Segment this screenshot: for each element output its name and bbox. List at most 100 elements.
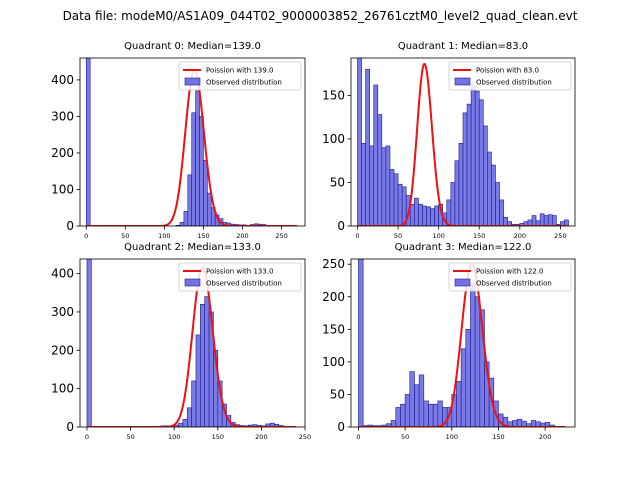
histogram-bar: [462, 112, 468, 226]
histogram-bar: [381, 147, 387, 226]
histogram-bar: [409, 371, 415, 427]
quadrant-1-plot-area: [357, 58, 569, 226]
y-tick-label: 200: [51, 343, 74, 357]
legend-bar-swatch: [184, 278, 201, 287]
quadrant-2-legend: Poission with 133.0 Observed distribution: [178, 262, 302, 292]
histogram-bar: [503, 216, 508, 226]
y-tick-label: 150: [322, 88, 345, 102]
histogram-bar: [422, 205, 427, 226]
quadrant-3-panel: Quadrant 3: Median=122.0 0 50 100 150 200 0 50 1…: [322, 242, 576, 441]
y-tick-label: 0: [66, 219, 74, 233]
x-tick-label: 150: [197, 232, 209, 240]
histogram-bar: [183, 211, 189, 226]
x-tick-label: 150: [492, 433, 504, 441]
histogram-bar: [454, 160, 460, 226]
legend-bar-swatch: [184, 77, 201, 86]
x-tick-label: 200: [539, 433, 551, 441]
y-tick-label: 100: [322, 355, 345, 369]
histogram-bar: [516, 418, 523, 427]
histogram-bar: [495, 182, 500, 226]
quadrant-0-panel: Quadrant 0: Median=139.0 0 50 100 150 200 250 0…: [51, 41, 306, 240]
y-tick-label: 50: [330, 387, 345, 401]
legend-bar-swatch: [454, 77, 471, 86]
legend-box: [448, 61, 572, 91]
x-tick-label: 50: [394, 232, 402, 240]
histogram-bar: [200, 303, 206, 427]
legend-box: [178, 61, 302, 91]
legend-observed-label: Observed distribution: [476, 79, 552, 87]
legend-poisson-label: Poission with 133.0: [206, 268, 274, 276]
y-tick-label: 0: [337, 219, 345, 233]
histogram-bar: [199, 116, 204, 226]
histogram-bar: [389, 169, 395, 226]
legend-observed-label: Observed distribution: [476, 280, 552, 288]
y-tick-label: 400: [51, 73, 74, 87]
y-tick-label: 0: [66, 420, 74, 434]
x-tick-label: 50: [121, 232, 129, 240]
legend-poisson-label: Poission with 83.0: [476, 67, 539, 75]
histogram-bar: [499, 199, 504, 226]
histogram-bar: [414, 197, 419, 226]
histogram-bar: [437, 400, 443, 427]
histogram-bar: [404, 394, 411, 427]
histogram-bar: [414, 384, 420, 427]
histogram-bar: [491, 164, 496, 226]
x-tick-label: 0: [355, 232, 359, 240]
y-tick-label: 400: [51, 267, 74, 281]
legend-bar-swatch: [454, 278, 471, 287]
y-tick-label: 300: [51, 109, 74, 123]
quadrant-2-title: Quadrant 2: Median=133.0: [124, 242, 261, 253]
histogram-bar: [191, 380, 197, 427]
histogram-bar: [432, 403, 439, 427]
histogram-bar: [393, 173, 399, 226]
histogram-bar: [195, 90, 200, 226]
histogram-bar: [358, 259, 364, 427]
histogram-bar: [474, 296, 481, 427]
x-tick-label: 200: [514, 232, 526, 240]
legend-observed-label: Observed distribution: [206, 79, 282, 87]
histogram-bar: [544, 422, 551, 427]
histogram-bar: [361, 143, 366, 226]
histogram-bar: [385, 145, 391, 226]
histogram-bar: [531, 215, 537, 226]
histogram-bar: [456, 381, 462, 427]
x-tick-label: 250: [275, 232, 287, 240]
legend-box: [178, 262, 302, 292]
histogram-bar: [551, 215, 557, 226]
histogram-bar: [204, 296, 210, 427]
quadrant-3-legend: Poission with 122.0 Observed distribution: [448, 262, 572, 292]
y-tick-label: 300: [51, 305, 74, 319]
histogram-bar: [547, 214, 553, 226]
legend-observed-label: Observed distribution: [206, 280, 282, 288]
histogram-bar: [460, 348, 467, 427]
quadrant-2-panel: Quadrant 2: Median=133.0 0 50 100 150 200 250 0…: [51, 242, 311, 441]
histogram-bar: [543, 215, 549, 226]
histogram-bar: [507, 221, 512, 226]
histogram-bar: [470, 84, 476, 226]
histogram-bar: [377, 114, 383, 226]
histogram-bar: [423, 400, 429, 427]
histogram-bar: [450, 182, 456, 226]
histogram-bar: [470, 283, 476, 427]
x-tick-label: 200: [255, 433, 267, 441]
quadrant-0-axes-frame: [79, 57, 306, 227]
x-tick-label: 0: [84, 232, 88, 240]
histogram-bar: [482, 125, 488, 226]
histogram-bar: [178, 422, 184, 427]
x-tick-label: 0: [356, 433, 360, 441]
quadrant-2-axes-frame: [79, 258, 306, 428]
histogram-bar: [434, 205, 439, 226]
figure-suptitle: Data file: modeM0/AS1A09_044T02_90000038…: [63, 9, 578, 23]
x-tick-label: 50: [401, 433, 409, 441]
y-tick-label: 50: [330, 175, 345, 189]
histogram-bar: [400, 403, 406, 427]
histogram-bar: [182, 419, 188, 427]
histogram-bar: [395, 407, 401, 427]
histogram-bar: [195, 334, 201, 427]
quadrant-3-axes-frame: [350, 258, 576, 428]
poisson-curve: [358, 263, 566, 427]
histogram-bar: [85, 58, 91, 226]
histogram-bar: [203, 159, 208, 226]
quadrant-1-panel: Quadrant 1: Median=83.0 0 50 100 150 200 250 0 5…: [322, 41, 576, 240]
